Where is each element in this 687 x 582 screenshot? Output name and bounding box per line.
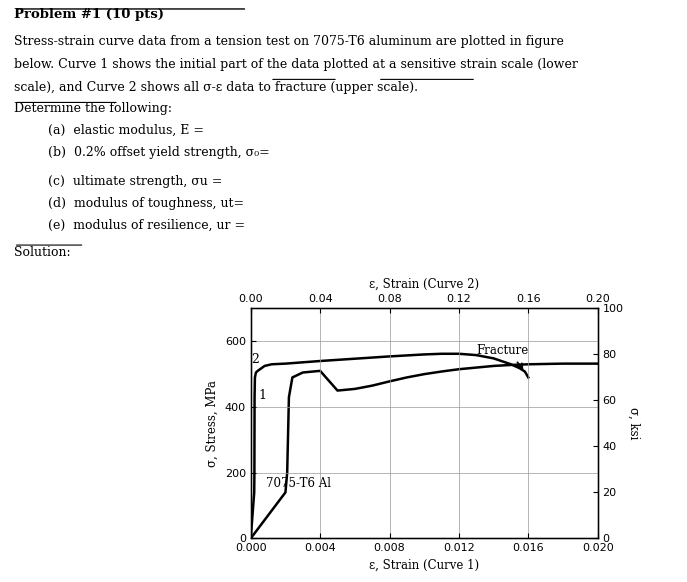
Text: (a)  elastic modulus, E =: (a) elastic modulus, E =: [48, 124, 204, 137]
Text: 2: 2: [251, 353, 260, 366]
Y-axis label: σ, ksi: σ, ksi: [627, 407, 640, 439]
Text: (d)  modulus of toughness, ut=: (d) modulus of toughness, ut=: [48, 197, 244, 210]
Text: scale), and Curve 2 shows all σ-ε data to fracture (upper scale).: scale), and Curve 2 shows all σ-ε data t…: [14, 81, 418, 94]
Text: (b)  0.2% offset yield strength, σ₀=: (b) 0.2% offset yield strength, σ₀=: [48, 146, 270, 159]
Text: (e)  modulus of resilience, ur =: (e) modulus of resilience, ur =: [48, 219, 245, 232]
Text: below. Curve 1 shows the initial part of the data plotted at a sensitive strain : below. Curve 1 shows the initial part of…: [14, 58, 578, 70]
Y-axis label: σ, Stress, MPa: σ, Stress, MPa: [206, 380, 219, 467]
Text: Stress-strain curve data from a tension test on 7075-T6 aluminum are plotted in : Stress-strain curve data from a tension …: [14, 34, 563, 48]
X-axis label: ε, Strain (Curve 1): ε, Strain (Curve 1): [369, 559, 480, 572]
Text: Fracture: Fracture: [476, 345, 528, 368]
Text: Problem #1 (10 pts): Problem #1 (10 pts): [14, 8, 164, 21]
Text: 1: 1: [258, 389, 266, 402]
Text: (c)  ultimate strength, σu =: (c) ultimate strength, σu =: [48, 175, 223, 189]
Text: Solution:: Solution:: [14, 246, 70, 259]
Text: Determine the following:: Determine the following:: [14, 102, 172, 115]
Text: 7075-T6 Al: 7075-T6 Al: [267, 477, 331, 491]
X-axis label: ε, Strain (Curve 2): ε, Strain (Curve 2): [369, 278, 480, 291]
